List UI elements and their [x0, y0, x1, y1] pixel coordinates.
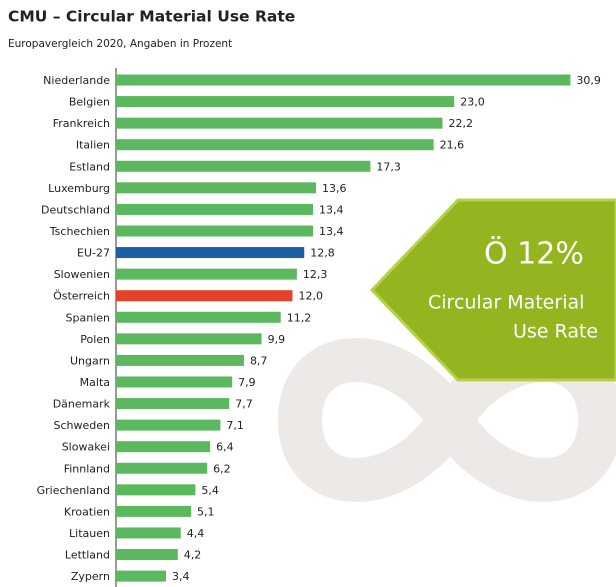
value-label: 17,3 — [376, 160, 401, 173]
bar — [116, 549, 178, 560]
bar — [116, 118, 442, 129]
bar — [116, 204, 313, 215]
y-tick-label: Deutschland — [41, 203, 110, 216]
callout-headline: Ö 12% — [484, 236, 584, 272]
y-tick-label: Slowakei — [62, 441, 110, 454]
chart-title: CMU – Circular Material Use Rate — [8, 8, 295, 26]
value-label: 5,1 — [197, 505, 215, 518]
y-tick-label: Ungarn — [70, 354, 110, 367]
y-tick-label: Niederlande — [43, 74, 110, 87]
bar — [116, 420, 220, 431]
bar — [116, 484, 195, 495]
value-label: 13,4 — [319, 225, 344, 238]
y-tick-label: Schweden — [54, 419, 111, 432]
bar — [116, 398, 229, 409]
bar — [116, 139, 434, 150]
y-tick-label: Dänemark — [53, 398, 111, 411]
bar — [116, 527, 181, 538]
bar — [116, 290, 292, 301]
chart: CMU – Circular Material Use Rate Europav… — [0, 0, 616, 587]
value-label: 12,3 — [303, 268, 328, 281]
callout-text: Circular Material — [428, 292, 584, 314]
bar — [116, 441, 210, 452]
value-label: 6,4 — [216, 441, 234, 454]
y-tick-label: Italien — [76, 139, 110, 152]
bar — [116, 225, 313, 236]
chart-subtitle: Europavergleich 2020, Angaben in Prozent — [8, 38, 232, 50]
y-tick-label: Estland — [69, 160, 110, 173]
value-label: 22,2 — [448, 117, 473, 130]
value-label: 6,2 — [213, 462, 231, 475]
y-tick-label: Luxemburg — [48, 182, 110, 195]
y-tick-label: EU-27 — [77, 247, 110, 260]
bar — [116, 247, 304, 258]
value-label: 13,6 — [322, 182, 347, 195]
value-label: 7,9 — [238, 376, 256, 389]
bar — [116, 96, 454, 107]
y-tick-label: Polen — [80, 333, 110, 346]
y-tick-label: Litauen — [69, 527, 110, 540]
value-label: 12,8 — [310, 247, 335, 260]
y-tick-label: Zypern — [71, 570, 110, 583]
value-label: 23,0 — [460, 96, 485, 109]
callout-text: Use Rate — [513, 321, 598, 343]
bar — [116, 269, 297, 280]
bar — [116, 333, 262, 344]
bar — [116, 506, 191, 517]
value-label: 12,0 — [298, 290, 323, 303]
value-label: 30,9 — [576, 74, 601, 87]
y-tick-label: Lettland — [65, 549, 110, 562]
y-tick-label: Malta — [80, 376, 110, 389]
bar — [116, 312, 281, 323]
y-tick-label: Spanien — [66, 311, 111, 324]
value-label: 21,6 — [440, 139, 465, 152]
y-tick-label: Slowenien — [54, 268, 110, 281]
y-tick-label: Kroatien — [64, 505, 110, 518]
value-label: 3,4 — [172, 570, 190, 583]
value-label: 5,4 — [201, 484, 219, 497]
value-label: 7,7 — [235, 398, 253, 411]
y-tick-label: Belgien — [69, 96, 110, 109]
y-tick-label: Griechenland — [37, 484, 110, 497]
value-label: 8,7 — [250, 354, 267, 367]
y-tick-label: Finnland — [64, 462, 110, 475]
y-tick-label: Frankreich — [53, 117, 110, 130]
bar — [116, 182, 316, 193]
value-label: 11,2 — [287, 311, 312, 324]
bar — [116, 355, 244, 366]
bar — [116, 161, 370, 172]
bar — [116, 463, 207, 474]
value-label: 4,2 — [184, 549, 202, 562]
y-tick-label: Tschechien — [49, 225, 110, 238]
value-label: 7,1 — [226, 419, 244, 432]
value-label: 9,9 — [268, 333, 286, 346]
bar — [116, 376, 232, 387]
bar — [116, 571, 166, 582]
bar — [116, 75, 570, 86]
value-label: 4,4 — [187, 527, 205, 540]
y-tick-label: Österreich — [53, 290, 110, 303]
value-label: 13,4 — [319, 203, 344, 216]
